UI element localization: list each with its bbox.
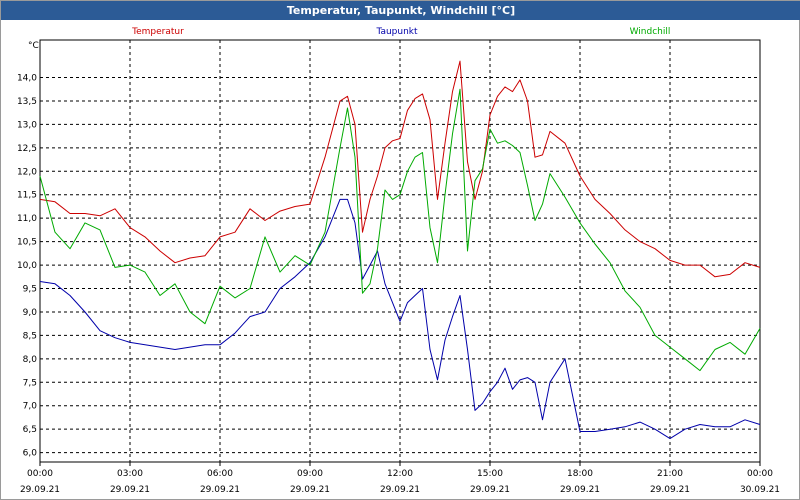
x-tick-date-label: 29.09.21 bbox=[200, 485, 240, 495]
x-tick-time-label: 09:00 bbox=[297, 469, 323, 479]
y-tick-label: 11,0 bbox=[17, 214, 37, 224]
x-tick-date-label: 29.09.21 bbox=[20, 485, 60, 495]
axes: 6,0 6,5 7,0 7,5 8,0 8,5 9,0 9,5 10,0 10,5 11,0 11,5… bbox=[17, 39, 780, 495]
legend-taupunkt: Taupunkt bbox=[375, 27, 418, 37]
y-tick-label: 8,0 bbox=[23, 355, 38, 365]
y-tick-label: 9,5 bbox=[23, 285, 37, 295]
x-tick-time-label: 15:00 bbox=[477, 469, 503, 479]
x-tick-date-label: 29.09.21 bbox=[290, 485, 330, 495]
x-tick-time-label: 03:00 bbox=[117, 469, 143, 479]
series bbox=[39, 60, 761, 440]
y-tick-label: 6,0 bbox=[23, 449, 38, 459]
y-axis-unit-label: °C bbox=[28, 41, 39, 51]
y-tick-label: 7,5 bbox=[23, 378, 37, 388]
series-line-taupunkt bbox=[39, 198, 761, 440]
y-tick-label: 13,5 bbox=[17, 97, 37, 107]
y-tick-label: 14,0 bbox=[17, 74, 37, 84]
x-tick-time-label: 00:00 bbox=[27, 469, 53, 479]
y-tick-label: 9,0 bbox=[23, 308, 38, 318]
x-tick-date-label: 29.09.21 bbox=[380, 485, 420, 495]
series-line-temperatur bbox=[39, 60, 761, 278]
legend-temperatur: Temperatur bbox=[131, 27, 184, 37]
x-tick-date-label: 30.09.21 bbox=[740, 485, 780, 495]
y-tick-label: 7,0 bbox=[23, 402, 38, 412]
y-tick-label: 11,5 bbox=[17, 191, 37, 201]
x-tick-time-label: 00:00 bbox=[747, 469, 773, 479]
x-tick-time-label: 06:00 bbox=[207, 469, 233, 479]
y-tick-label: 13,0 bbox=[17, 120, 37, 130]
x-tick-date-label: 29.09.21 bbox=[110, 485, 150, 495]
y-tick-label: 10,5 bbox=[17, 238, 37, 248]
x-tick-date-label: 29.09.21 bbox=[650, 485, 690, 495]
x-tick-time-label: 21:00 bbox=[657, 469, 683, 479]
y-tick-label: 12,0 bbox=[17, 167, 37, 177]
x-tick-date-label: 29.09.21 bbox=[470, 485, 510, 495]
grid bbox=[40, 40, 760, 462]
y-tick-label: 12,5 bbox=[17, 144, 37, 154]
x-tick-time-label: 12:00 bbox=[387, 469, 413, 479]
chart-title: Temperatur, Taupunkt, Windchill [°C] bbox=[1, 1, 800, 20]
y-tick-label: 6,5 bbox=[23, 425, 37, 435]
x-tick-date-label: 29.09.21 bbox=[560, 485, 600, 495]
x-tick-time-label: 18:00 bbox=[567, 469, 593, 479]
y-tick-label: 10,0 bbox=[17, 261, 37, 271]
y-tick-label: 8,5 bbox=[23, 331, 37, 341]
series-line-windchill bbox=[39, 88, 761, 372]
legend-windchill: Windchill bbox=[630, 27, 671, 37]
